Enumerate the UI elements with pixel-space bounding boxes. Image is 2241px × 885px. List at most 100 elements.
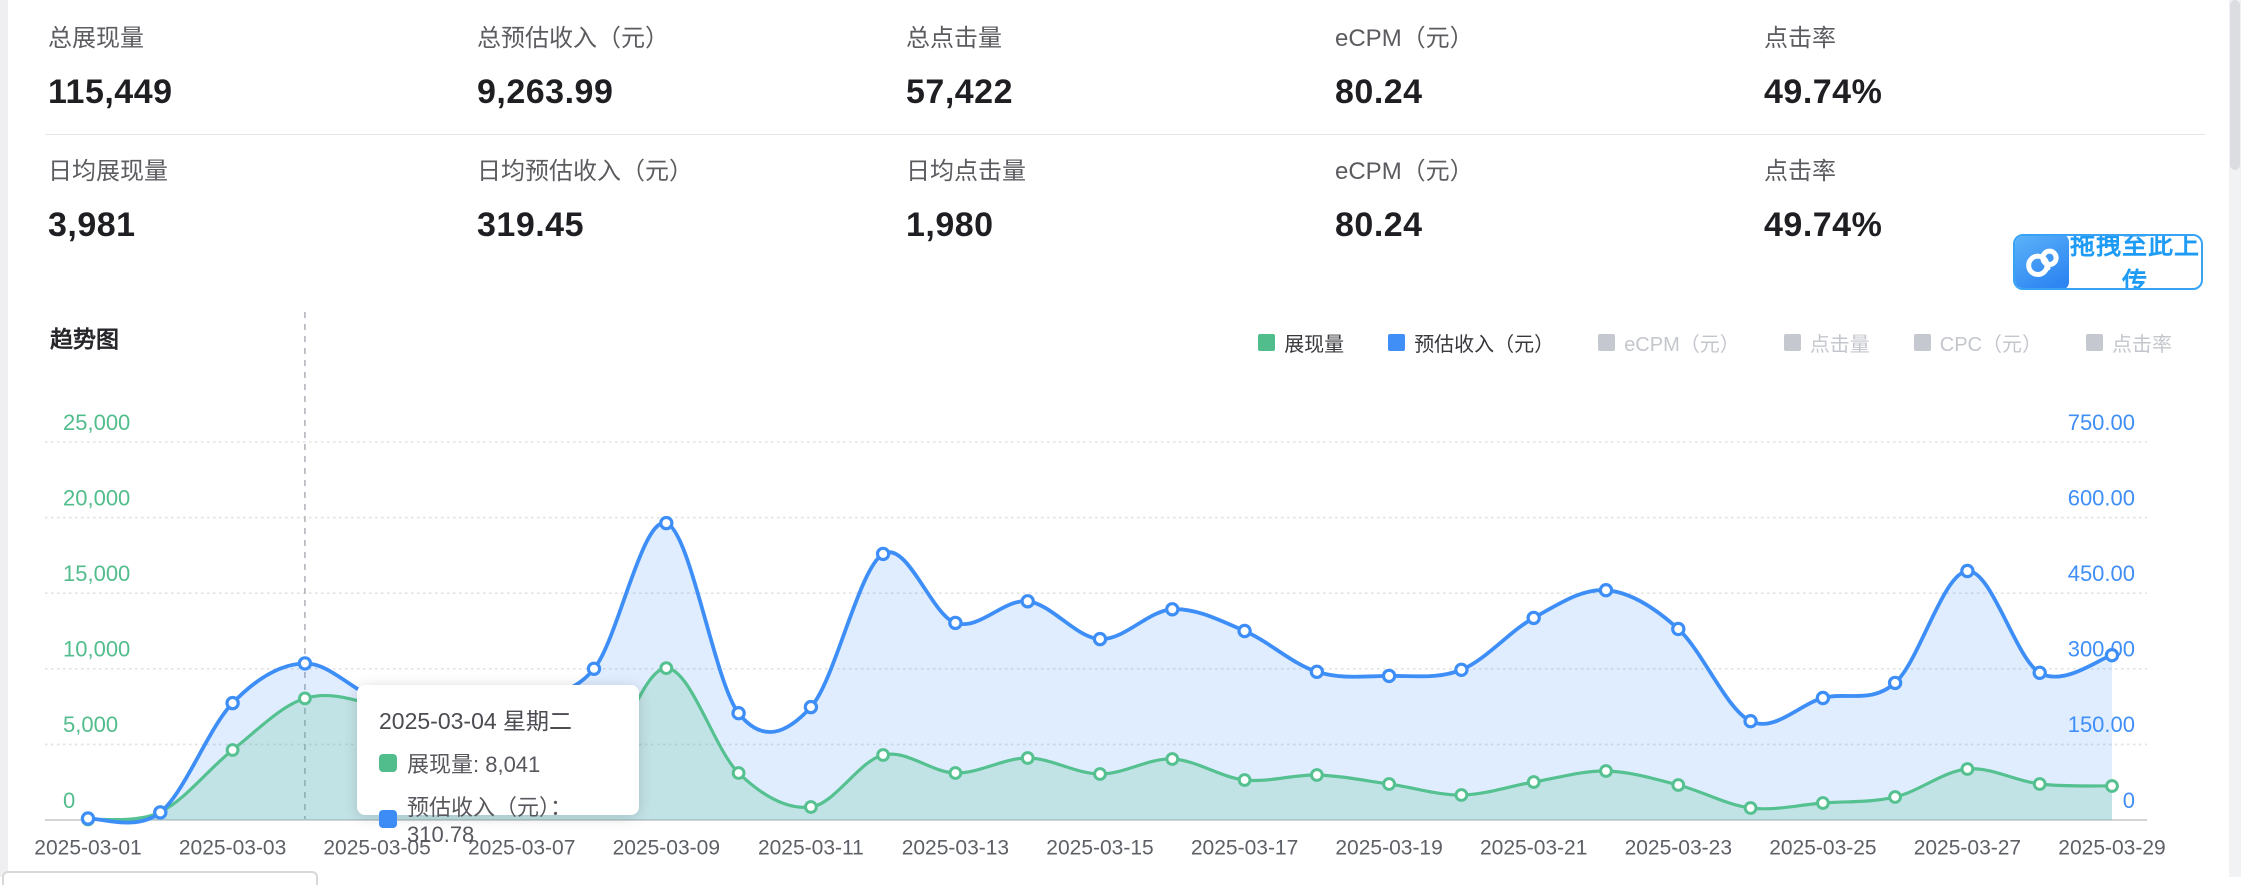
revenue-data-point[interactable]: [1743, 714, 1758, 729]
revenue-data-point[interactable]: [1887, 675, 1903, 691]
x-axis-date-label: 2025-03-01: [34, 837, 141, 860]
impressions-data-point[interactable]: [1671, 778, 1686, 792]
impressions-data-point[interactable]: [298, 691, 312, 706]
impressions-data-point[interactable]: [1526, 775, 1541, 789]
stat-cell: 总展现量 115,449: [48, 27, 428, 112]
revenue-data-point[interactable]: [948, 615, 963, 631]
impressions-data-point[interactable]: [1816, 796, 1830, 810]
impressions-data-point[interactable]: [225, 743, 240, 757]
impressions-data-point[interactable]: [1093, 767, 1107, 781]
revenue-data-point[interactable]: [586, 661, 602, 677]
left-axis-tick: 0: [63, 788, 75, 813]
x-axis-date-label: 2025-03-11: [758, 837, 864, 860]
impressions-data-point[interactable]: [1599, 764, 1613, 778]
impressions-data-point[interactable]: [1020, 751, 1035, 765]
revenue-data-point[interactable]: [659, 515, 674, 531]
impressions-data-point[interactable]: [804, 800, 818, 814]
revenue-data-point[interactable]: [2032, 665, 2047, 681]
stat-label: 日均展现量: [48, 158, 168, 185]
legend-swatch: [1783, 334, 1801, 351]
revenue-data-point[interactable]: [153, 805, 168, 820]
impressions-data-point[interactable]: [1888, 790, 1902, 804]
revenue-data-point[interactable]: [80, 811, 96, 826]
impressions-data-point[interactable]: [659, 661, 674, 675]
impressions-data-point[interactable]: [1960, 762, 1975, 776]
stat-label: 总点击量: [906, 25, 1002, 52]
stat-cell: 日均展现量 3,981: [48, 160, 428, 245]
tooltip-series-value: 展现量: 8,041: [407, 752, 541, 777]
baidu-netdisk-cloud-icon: [2015, 236, 2069, 288]
legend-item-预估收入（元）[interactable]: 预估收入（元）: [1388, 328, 1554, 357]
stat-label: eCPM（元）: [1335, 25, 1474, 52]
revenue-data-point[interactable]: [731, 706, 746, 721]
right-axis-tick: 150.00: [2068, 712, 2135, 737]
stat-label: 点击率: [1764, 158, 1836, 185]
legend-label: 点击量: [1809, 334, 1870, 356]
revenue-data-point[interactable]: [1815, 690, 1831, 706]
impressions-data-point[interactable]: [1165, 752, 1180, 766]
revenue-data-point[interactable]: [1671, 621, 1686, 637]
legend-swatch: [2086, 334, 2103, 351]
revenue-data-point[interactable]: [1092, 631, 1108, 647]
stat-label: 点击率: [1764, 25, 1836, 52]
revenue-data-point[interactable]: [2104, 648, 2120, 663]
x-axis-date-label: 2025-03-07: [468, 837, 575, 860]
impressions-data-point[interactable]: [948, 766, 963, 780]
impressions-data-point[interactable]: [2032, 777, 2047, 791]
revenue-data-point[interactable]: [1309, 664, 1325, 680]
impressions-data-point[interactable]: [1743, 801, 1758, 815]
legend-item-点击量[interactable]: 点击量: [1783, 328, 1870, 357]
revenue-data-point[interactable]: [297, 656, 313, 671]
stat-label: eCPM（元）: [1335, 158, 1474, 185]
legend-swatch: [1388, 334, 1406, 351]
impressions-data-point[interactable]: [731, 766, 746, 780]
x-axis-date-label: 2025-03-15: [1046, 837, 1153, 860]
impressions-data-point[interactable]: [1310, 768, 1324, 782]
right-axis-tick: 0: [2123, 788, 2135, 813]
impressions-data-point[interactable]: [876, 748, 890, 762]
stat-cell: eCPM（元） 80.24: [1335, 160, 1715, 245]
revenue-data-point[interactable]: [1454, 662, 1469, 678]
drag-upload-button[interactable]: 拖拽至此上传: [2013, 234, 2203, 290]
stat-value: 1,980: [906, 206, 994, 244]
stat-label: 日均预估收入（元）: [477, 158, 693, 185]
legend-swatch: [1913, 334, 1931, 351]
stat-value: 3,981: [48, 206, 136, 244]
right-axis-tick: 300.00: [2068, 637, 2135, 662]
impressions-data-point[interactable]: [1454, 788, 1469, 802]
revenue-data-point[interactable]: [1598, 583, 1614, 598]
revenue-data-point[interactable]: [1526, 610, 1541, 626]
scrollbar-thumb[interactable]: [2230, 0, 2240, 170]
revenue-data-point[interactable]: [1020, 594, 1035, 609]
stat-cell: 总点击量 57,422: [906, 27, 1286, 112]
tooltip-date: 2025-03-04 星期二: [379, 708, 573, 734]
left-axis-tick: 5,000: [63, 712, 118, 737]
revenue-data-point[interactable]: [1165, 602, 1180, 617]
revenue-data-point[interactable]: [1381, 668, 1397, 684]
tooltip-row: 展现量: 8,041: [379, 747, 617, 779]
stat-value: 80.24: [1335, 73, 1423, 111]
x-axis-date-label: 2025-03-19: [1335, 837, 1442, 860]
impressions-data-point[interactable]: [2105, 779, 2119, 793]
page-scrollbar[interactable]: [2229, 0, 2241, 877]
impressions-data-point[interactable]: [1382, 777, 1396, 791]
revenue-data-point[interactable]: [225, 695, 240, 711]
x-axis-date-label: 2025-03-27: [1914, 837, 2021, 860]
legend-item-点击率[interactable]: 点击率: [2086, 328, 2172, 357]
right-axis-tick: 450.00: [2068, 561, 2135, 586]
revenue-data-point[interactable]: [875, 546, 891, 562]
x-axis-date-label: 2025-03-09: [613, 837, 720, 860]
impressions-data-point[interactable]: [1237, 773, 1252, 787]
revenue-data-point[interactable]: [803, 699, 819, 715]
revenue-data-point[interactable]: [1237, 623, 1252, 639]
legend-item-CPC（元）[interactable]: CPC（元）: [1913, 328, 2042, 357]
x-axis-date-label: 2025-03-23: [1625, 837, 1732, 860]
left-axis-tick: 20,000: [63, 485, 130, 510]
stat-value: 49.74%: [1764, 73, 1883, 111]
legend-item-eCPM（元）[interactable]: eCPM（元）: [1598, 328, 1740, 357]
stat-cell: 总预估收入（元） 9,263.99: [477, 27, 857, 112]
legend-item-展现量[interactable]: 展现量: [1258, 328, 1344, 357]
revenue-data-point[interactable]: [1960, 563, 1975, 579]
stat-cell: 点击率 49.74%: [1764, 160, 2144, 245]
